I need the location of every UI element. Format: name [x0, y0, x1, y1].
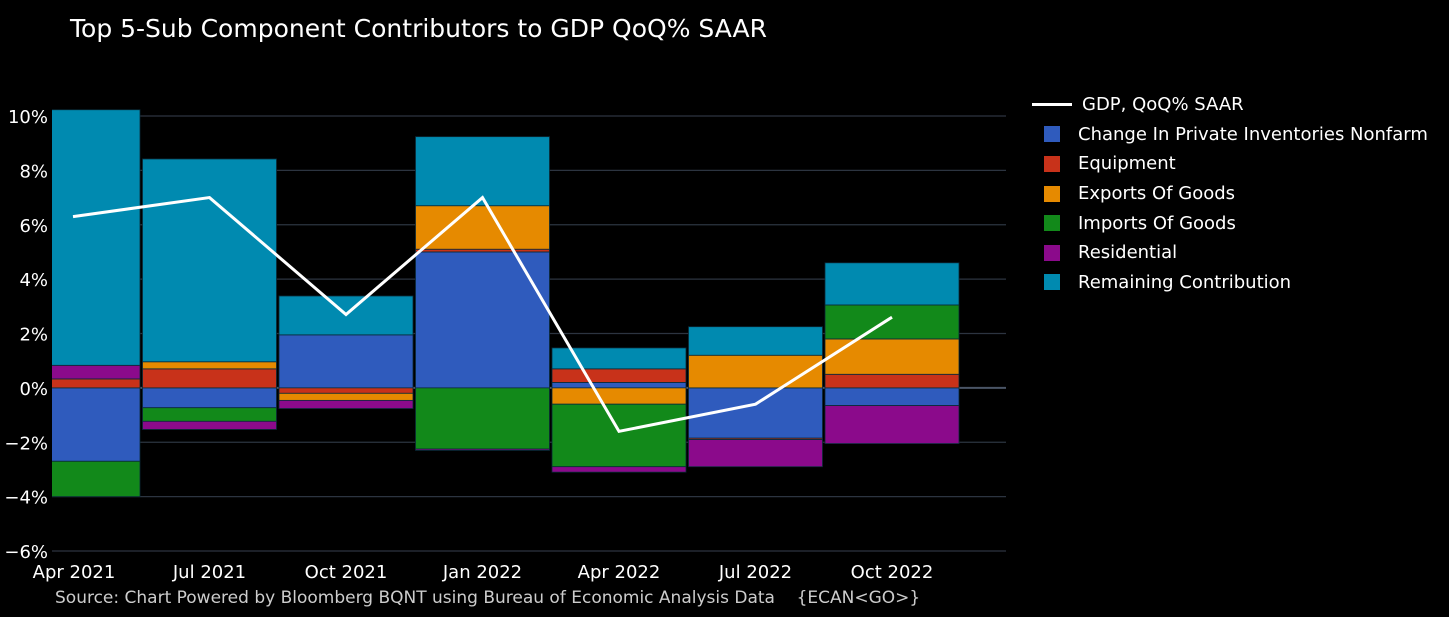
legend-label: Remaining Contribution — [1078, 271, 1292, 293]
bar-segment — [278, 387, 414, 394]
bar-segment — [278, 392, 414, 401]
bar-segment — [824, 405, 960, 445]
bar-segment — [415, 136, 550, 207]
legend-label: Imports Of Goods — [1078, 212, 1236, 234]
bar-segment — [551, 347, 687, 370]
y-tick-label: 6% — [19, 216, 48, 237]
bar-segment — [551, 382, 687, 389]
bar-segment — [142, 407, 277, 422]
color-swatch — [1044, 215, 1060, 232]
bar-segment — [824, 304, 960, 340]
bar-segment — [278, 334, 414, 389]
color-swatch — [1044, 244, 1060, 261]
bar-segment — [415, 387, 550, 450]
bar-segment — [824, 387, 960, 406]
bar-segment — [688, 354, 823, 389]
bar-segment — [415, 248, 550, 253]
bar-segment — [824, 262, 960, 306]
bar-segment — [52, 364, 141, 380]
legend-item[interactable]: Imports Of Goods — [1032, 208, 1428, 238]
y-tick-label: 10% — [8, 107, 48, 128]
bar-segment — [52, 109, 141, 366]
bar-segment — [551, 368, 687, 383]
legend-label: Change In Private Inventories Nonfarm — [1078, 123, 1428, 145]
bar-segment — [52, 460, 141, 498]
x-tick-label: Jul 2021 — [172, 562, 246, 583]
color-swatch — [1044, 185, 1060, 202]
y-tick-label: −2% — [4, 433, 48, 454]
bar-segment — [278, 399, 414, 409]
bar-segment — [142, 420, 277, 430]
legend: GDP, QoQ% SAAR Change In Private Inventor… — [1032, 90, 1428, 297]
color-swatch — [1044, 126, 1060, 143]
bar-segment — [824, 373, 960, 389]
source-note: Source: Chart Powered by Bloomberg BQNT … — [55, 588, 921, 608]
gdp-line — [72, 195, 893, 434]
bar-segment — [688, 439, 823, 468]
legend-label: Equipment — [1078, 153, 1176, 175]
bar-segment — [551, 403, 687, 468]
color-swatch — [1044, 155, 1060, 172]
y-tick-label: 8% — [19, 161, 48, 182]
y-tick-label: −4% — [4, 488, 48, 509]
bar-segment — [142, 361, 277, 370]
y-tick-label: 0% — [19, 379, 48, 400]
x-tick-label: Jan 2022 — [442, 562, 522, 583]
x-tick-label: Apr 2021 — [33, 562, 116, 583]
legend-label: GDP, QoQ% SAAR — [1082, 94, 1244, 116]
bar-segment — [688, 326, 823, 356]
bar-segment — [142, 158, 277, 363]
y-tick-label: −6% — [4, 542, 48, 563]
bar-segment — [278, 295, 414, 336]
legend-label: Exports Of Goods — [1078, 183, 1236, 205]
bar-segment — [415, 448, 550, 451]
legend-item-gdp[interactable]: GDP, QoQ% SAAR — [1032, 90, 1428, 120]
bar-segment — [415, 205, 550, 250]
y-tick-label: 2% — [19, 325, 48, 346]
x-tick-label: Apr 2022 — [578, 562, 661, 583]
x-tick-label: Jul 2022 — [718, 562, 792, 583]
legend-item[interactable]: Equipment — [1032, 149, 1428, 179]
bar-segment — [551, 466, 687, 473]
x-tick-label: Oct 2022 — [851, 562, 934, 583]
legend-item[interactable]: Exports Of Goods — [1032, 179, 1428, 209]
bar-segment — [415, 251, 550, 389]
color-swatch — [1044, 274, 1060, 291]
bar-segment — [551, 387, 687, 405]
bar-segment — [142, 368, 277, 389]
legend-item[interactable]: Residential — [1032, 238, 1428, 268]
bar-segment — [142, 387, 277, 409]
y-tick-label: 4% — [19, 270, 48, 291]
legend-item[interactable]: Change In Private Inventories Nonfarm — [1032, 120, 1428, 150]
legend-label: Residential — [1078, 242, 1178, 264]
x-tick-label: Oct 2021 — [305, 562, 388, 583]
line-swatch — [1032, 103, 1072, 107]
legend-item[interactable]: Remaining Contribution — [1032, 268, 1428, 298]
bar-segment — [824, 338, 960, 375]
chart-title: Top 5-Sub Component Contributors to GDP … — [70, 14, 768, 43]
